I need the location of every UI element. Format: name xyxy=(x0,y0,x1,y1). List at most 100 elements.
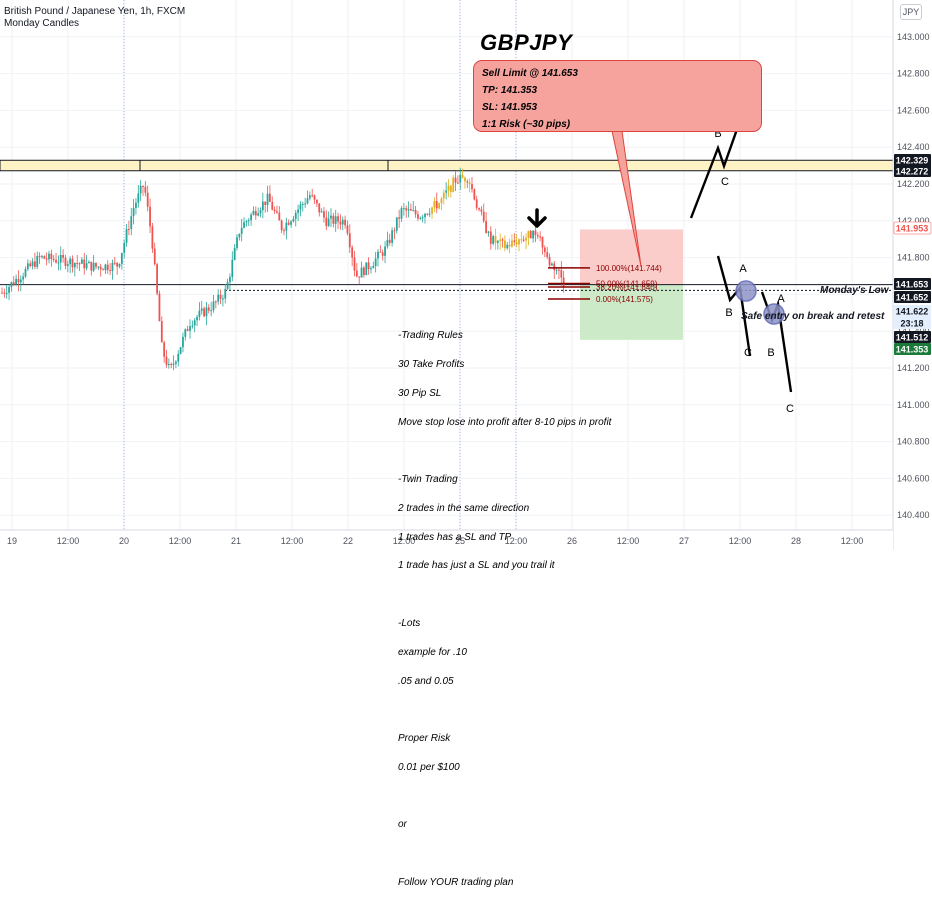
candle-body xyxy=(146,192,149,207)
x-tick-label: 26 xyxy=(567,536,577,546)
candle-body xyxy=(370,268,372,270)
candle-body xyxy=(153,248,156,265)
candle-body xyxy=(388,239,391,243)
price-label: 141.622 xyxy=(896,307,929,317)
candle-body xyxy=(485,221,487,233)
candle-body xyxy=(247,220,250,222)
candle-body xyxy=(536,235,539,237)
candle-body xyxy=(555,269,558,271)
candle-body xyxy=(163,342,166,357)
candle-body xyxy=(240,227,243,234)
candle-body xyxy=(393,230,396,232)
x-tick-label: 25 xyxy=(455,536,465,546)
candle-body xyxy=(189,326,191,331)
candle-body xyxy=(278,212,281,221)
candle-body xyxy=(499,239,502,241)
wave-label: C xyxy=(786,403,794,415)
candle-body xyxy=(325,217,328,227)
x-tick-label: 12:00 xyxy=(281,536,304,546)
candle-body xyxy=(85,263,88,269)
candle-body xyxy=(193,320,196,326)
note-line: 0.01 per $100 xyxy=(398,761,460,773)
candle-body xyxy=(449,185,452,192)
candle-body xyxy=(137,193,140,203)
candle-body xyxy=(417,214,419,219)
candle-body xyxy=(412,210,415,212)
candle-body xyxy=(57,262,60,264)
candle-body xyxy=(384,246,386,256)
callout-line: SL: 141.953 xyxy=(482,102,538,113)
candle-body xyxy=(511,240,513,247)
indicator-name: Monday Candles xyxy=(4,18,80,29)
candle-body xyxy=(226,282,229,289)
candle-body xyxy=(257,213,260,216)
price-label: 141.953 xyxy=(896,224,929,234)
candle-body xyxy=(252,210,255,215)
candle-body xyxy=(41,256,43,258)
x-tick-label: 22 xyxy=(343,536,353,546)
wave-label: C xyxy=(744,347,752,359)
candle-body xyxy=(48,253,50,260)
candle-body xyxy=(518,239,520,245)
candle-body xyxy=(562,277,565,287)
candle-body xyxy=(254,210,257,216)
candle-body xyxy=(52,259,55,261)
currency-button[interactable]: JPY xyxy=(900,4,922,20)
price-label: 141.512 xyxy=(896,333,929,343)
candle-body xyxy=(304,203,307,205)
note-line: example for .10 xyxy=(398,646,467,658)
candle-body xyxy=(245,221,248,223)
candle-body xyxy=(224,288,227,299)
down-arrow-icon xyxy=(527,208,547,228)
candle-body xyxy=(17,278,20,283)
candle-body xyxy=(445,190,448,193)
note-line: .05 and 0.05 xyxy=(398,675,454,687)
y-tick-label: 142.400 xyxy=(897,142,930,152)
candle-body xyxy=(374,258,377,267)
candle-body xyxy=(120,252,123,265)
symbol-line: British Pound / Japanese Yen, 1h, FXCM xyxy=(4,6,186,17)
candle-body xyxy=(118,264,121,267)
note-line: 30 Pip SL xyxy=(398,387,442,399)
note-line: Proper Risk xyxy=(398,733,451,745)
y-tick-label: 143.000 xyxy=(897,32,930,42)
x-tick-label: 12:00 xyxy=(57,536,80,546)
candle-body xyxy=(407,209,410,211)
y-tick-label: 140.800 xyxy=(897,437,930,447)
price-label-bg xyxy=(894,305,931,317)
candle-body xyxy=(478,207,480,210)
candle-body xyxy=(132,208,135,217)
candle-body xyxy=(196,316,198,321)
candle-body xyxy=(64,257,67,266)
candle-body xyxy=(92,262,95,271)
candle-body xyxy=(214,301,217,303)
fib-level-label: 38.20%(141.640) xyxy=(596,283,658,292)
pivot-circle xyxy=(735,280,757,302)
candle-body xyxy=(515,241,518,245)
candle-body xyxy=(306,198,309,204)
candle-body xyxy=(167,364,170,366)
candle-body xyxy=(496,240,499,243)
candle-body xyxy=(308,195,311,199)
candle-body xyxy=(459,175,462,183)
candle-body xyxy=(522,239,525,241)
callout-line: Sell Limit @ 141.653 xyxy=(482,68,578,79)
candle-body xyxy=(487,231,490,233)
candle-body xyxy=(198,310,201,317)
candle-body xyxy=(494,236,497,243)
candle-body xyxy=(541,236,544,248)
candle-body xyxy=(464,177,466,182)
candle-body xyxy=(207,307,210,311)
price-label: 141.652 xyxy=(896,293,929,303)
candle-body xyxy=(261,201,264,211)
candle-body xyxy=(59,254,62,263)
candle-body xyxy=(280,220,283,231)
candle-body xyxy=(492,236,495,244)
pivot-circle xyxy=(763,303,785,325)
price-chart[interactable]: 100.00%(141.744) 50.00%(141.659)38.20%(14… xyxy=(0,0,932,550)
candle-body xyxy=(351,247,354,258)
candle-body xyxy=(513,240,516,242)
candle-body xyxy=(45,258,48,260)
candle-body xyxy=(346,225,349,234)
candle-body xyxy=(480,209,483,212)
